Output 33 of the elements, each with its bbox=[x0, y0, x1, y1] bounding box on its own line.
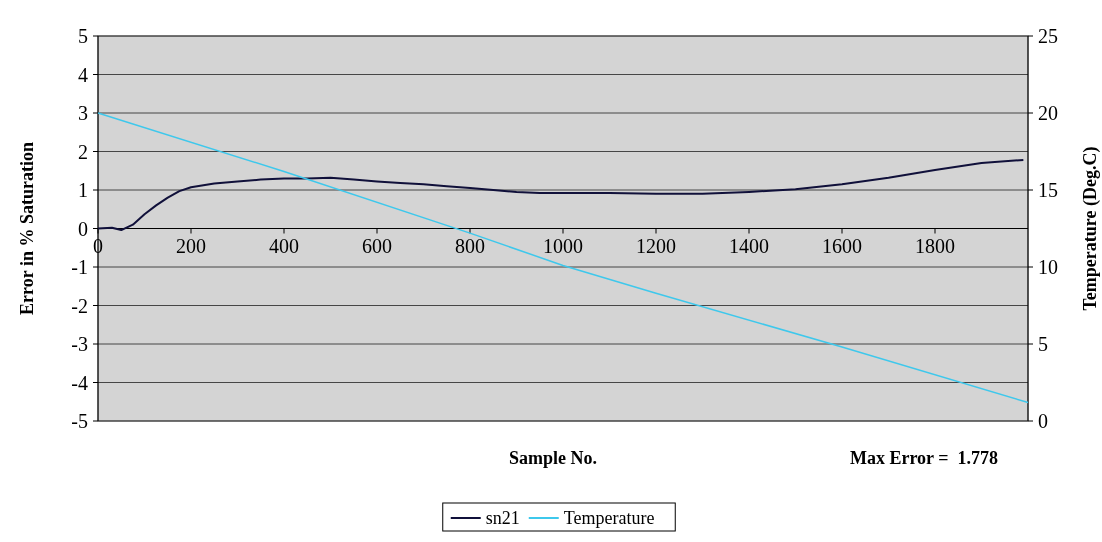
y-tick-label: -3 bbox=[71, 333, 88, 355]
y2-tick-label: 10 bbox=[1038, 256, 1058, 278]
y-tick-label: 3 bbox=[78, 102, 88, 124]
y-tick-label: -1 bbox=[71, 256, 88, 278]
y2-tick-label: 0 bbox=[1038, 410, 1048, 432]
legend-label: sn21 bbox=[485, 508, 520, 529]
x-tick-label: 1200 bbox=[636, 234, 676, 257]
y-tick-label: -4 bbox=[71, 371, 88, 394]
y-tick-label: 1 bbox=[78, 179, 88, 201]
y2-tick-label: 25 bbox=[1038, 25, 1058, 47]
text: Max Error = 1.778 bbox=[849, 448, 998, 468]
y2-tick-label: 15 bbox=[1038, 179, 1058, 201]
x-tick-label: 800 bbox=[455, 234, 485, 257]
y-tick-label: 5 bbox=[78, 25, 88, 47]
y-tick-label: -5 bbox=[71, 410, 88, 432]
x-axis-title: Sample No. bbox=[508, 448, 598, 468]
legend-label: Temperature bbox=[563, 508, 655, 529]
x-tick-label: 600 bbox=[362, 234, 392, 257]
x-tick-label: 1600 bbox=[822, 234, 862, 257]
y2-axis-title: Temperature (Deg.C) bbox=[1080, 146, 1101, 311]
y2-tick-label: 5 bbox=[1038, 333, 1048, 355]
x-tick-label: 1800 bbox=[915, 234, 955, 257]
y-tick-label: 4 bbox=[78, 63, 88, 86]
y2-tick-label: 20 bbox=[1038, 102, 1058, 124]
y-axis-title: Error in % Saturation bbox=[17, 142, 37, 315]
x-tick-label: 1400 bbox=[729, 234, 769, 257]
y-tick-label: 2 bbox=[78, 140, 88, 163]
x-tick-label: 400 bbox=[269, 234, 299, 257]
x-tick-label: 200 bbox=[176, 234, 206, 257]
line-series bbox=[97, 158, 1025, 232]
y-tick-label: -2 bbox=[71, 294, 88, 317]
y-tick-label: 0 bbox=[78, 217, 88, 240]
x-tick-label: 1000 bbox=[543, 234, 583, 257]
